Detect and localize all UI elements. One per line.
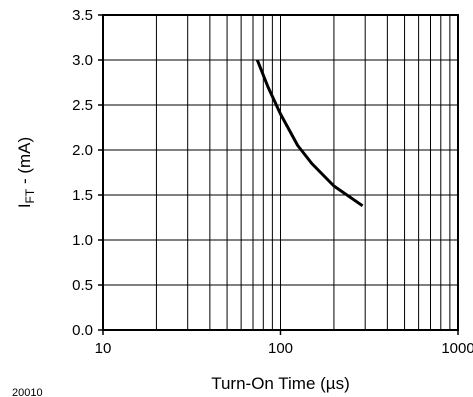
y-tick-label: 3.5 (72, 7, 93, 24)
y-tick-label: 0.5 (72, 277, 93, 294)
y-tick-label: 1.0 (72, 232, 93, 249)
x-tick-label: 10 (95, 340, 112, 357)
x-tick-label: 100 (268, 340, 293, 357)
tick-labels: 10 100 1000 0.0 0.5 1.0 1.5 2.0 2.5 3.0 3.5 (72, 7, 473, 357)
figure-code: 20010 (12, 387, 43, 397)
x-tick-label: 1000 (441, 340, 473, 357)
y-axis-label-rest: - (mA) (15, 137, 34, 189)
y-axis-label-subscript: FT (23, 188, 37, 203)
y-axis-label-main: I (15, 203, 34, 208)
y-tick-label: 3.0 (72, 52, 93, 69)
y-tick-label: 2.5 (72, 97, 93, 114)
x-axis-label: Turn-On Time (µs) (211, 374, 350, 393)
y-tick-label: 0.0 (72, 322, 93, 339)
y-tick-label: 1.5 (72, 187, 93, 204)
y-tick-label: 2.0 (72, 142, 93, 159)
y-axis-label: IFT - (mA) (15, 137, 37, 208)
grid (103, 15, 458, 330)
data-line (255, 59, 364, 208)
series (255, 59, 364, 208)
